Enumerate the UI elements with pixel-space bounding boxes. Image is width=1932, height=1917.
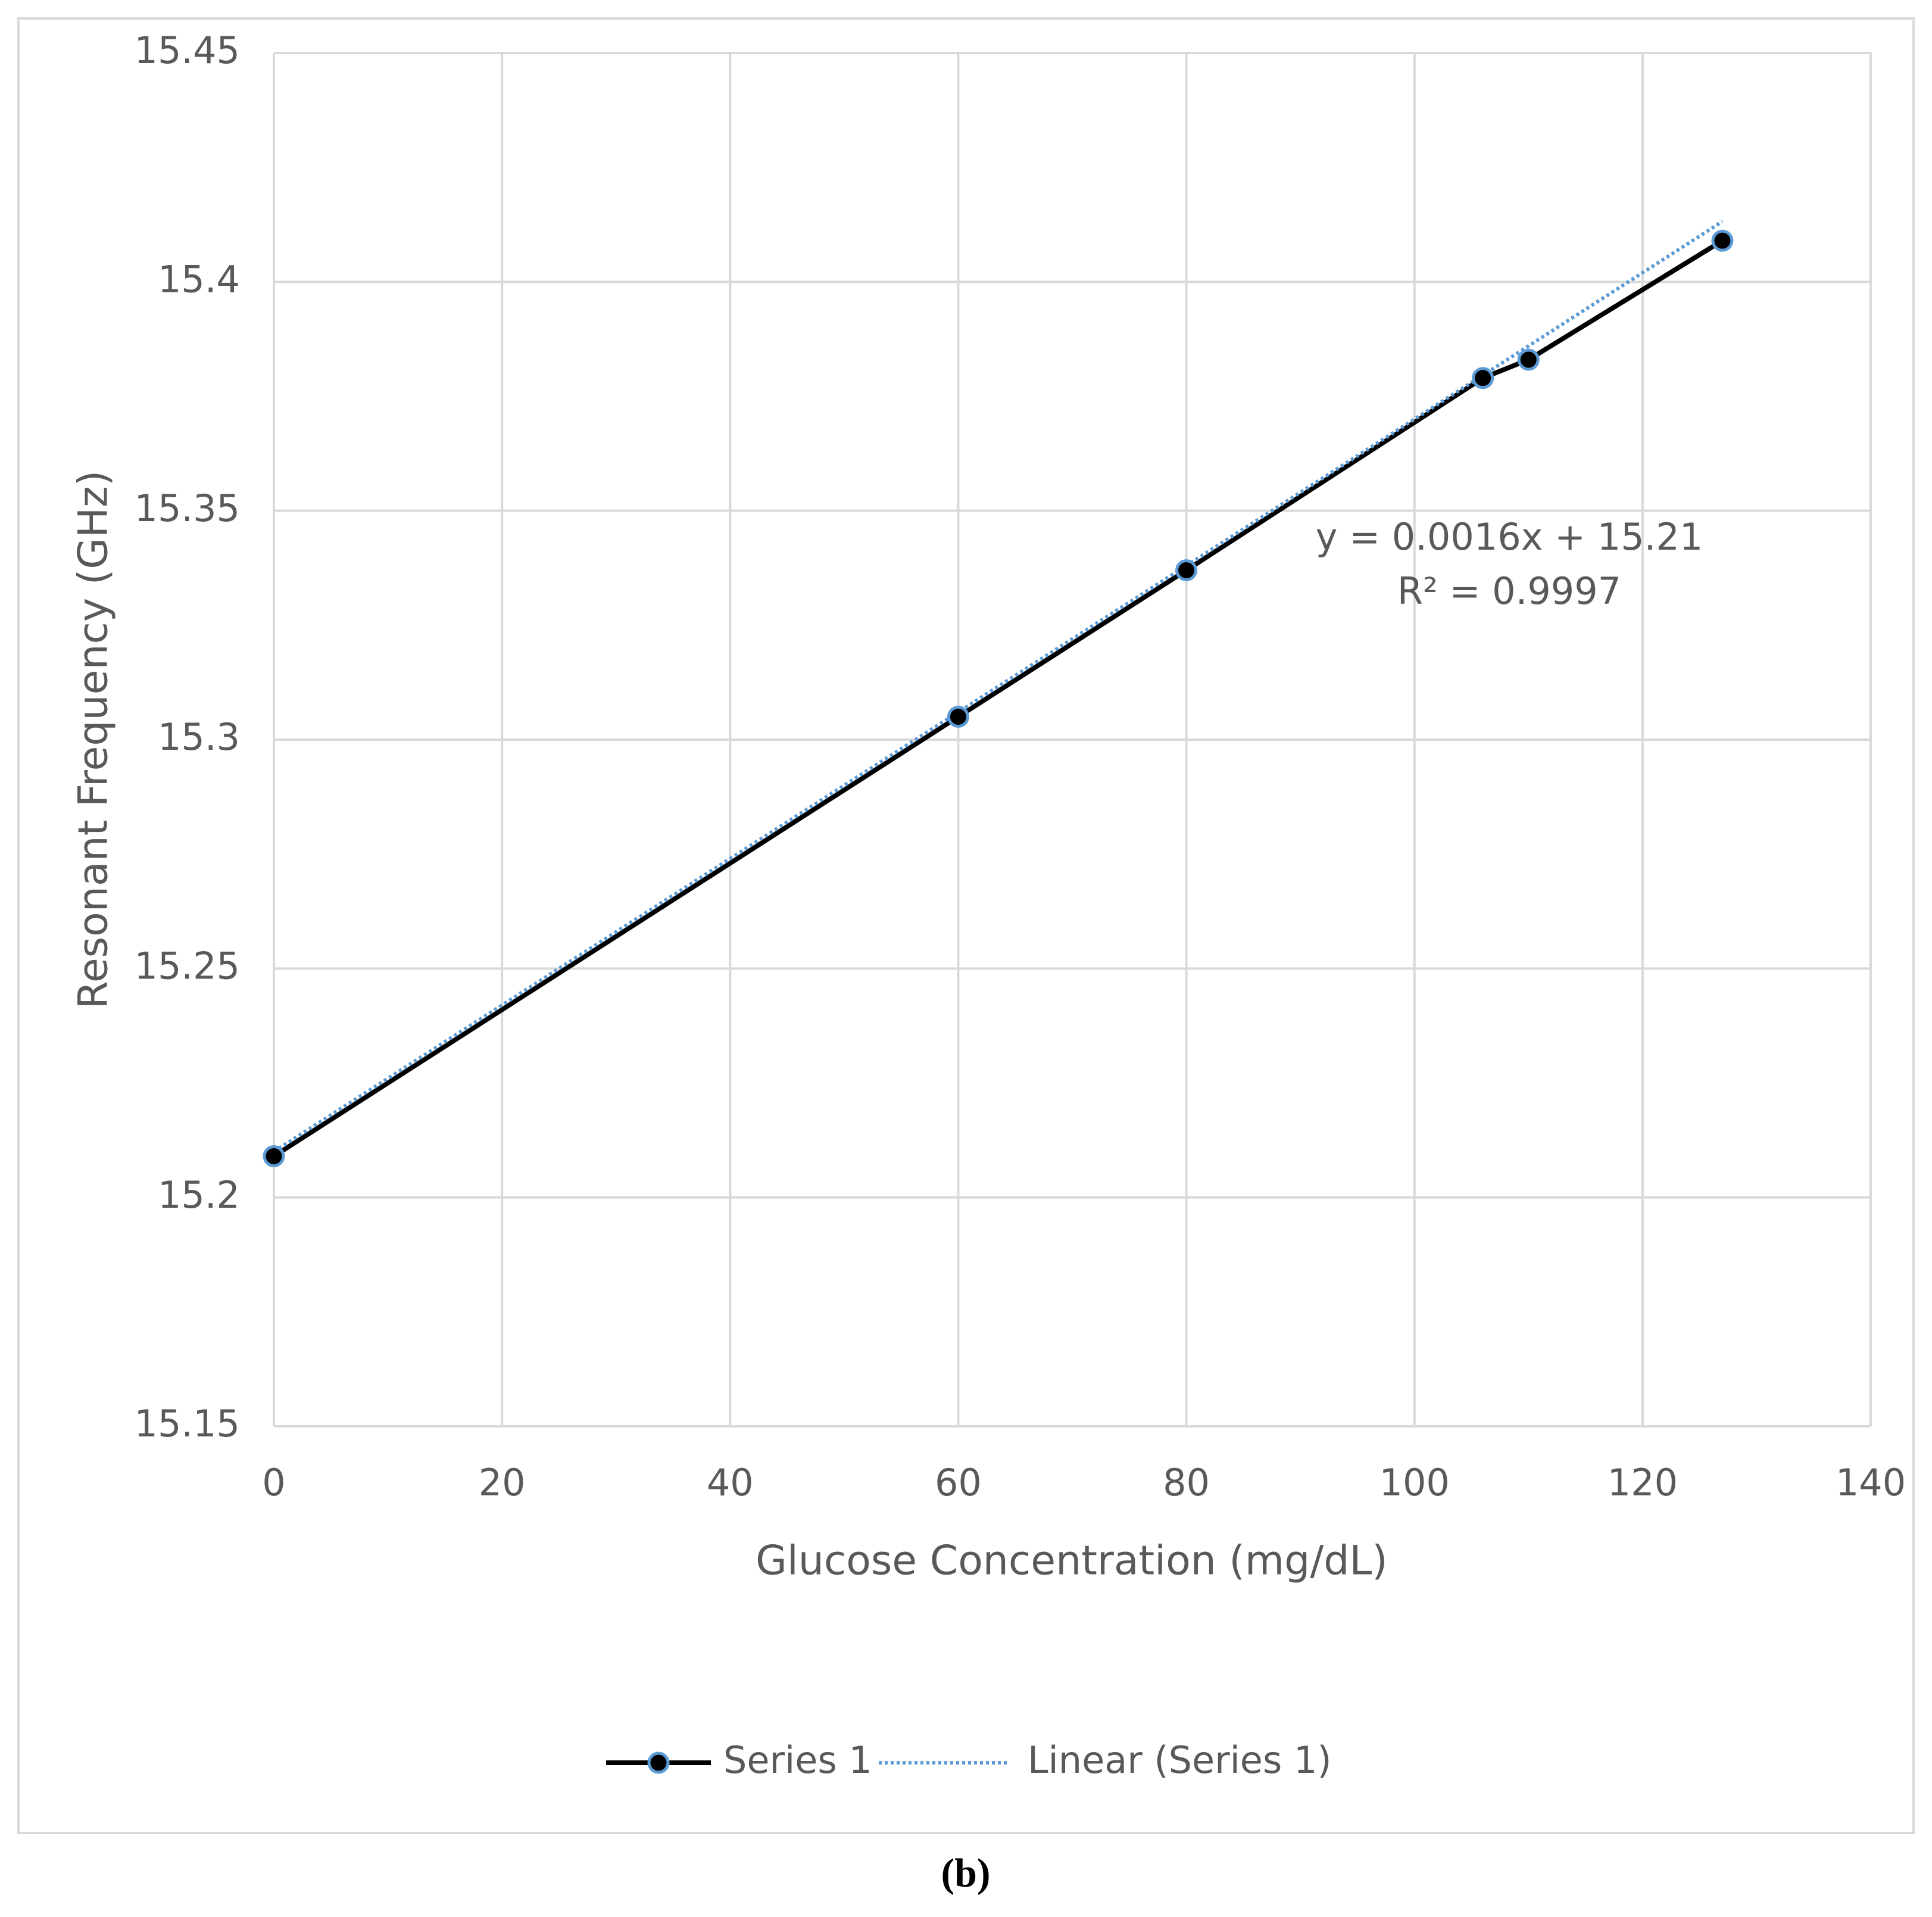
y-tick-label: 15.2 [158, 1173, 240, 1217]
data-point [1472, 367, 1494, 389]
y-tick-label: 15.45 [135, 29, 241, 72]
y-tick-label: 15.15 [135, 1402, 241, 1445]
data-point [1711, 229, 1734, 252]
legend-label: Series 1 [723, 1738, 872, 1782]
annotation: R² = 0.9997 [1397, 569, 1621, 613]
x-tick-label: 80 [1163, 1461, 1210, 1504]
x-tick-label: 120 [1608, 1461, 1678, 1504]
data-point [263, 1145, 285, 1167]
trendline [273, 220, 1724, 1154]
x-tick-label: 60 [935, 1461, 982, 1504]
legend-marker [647, 1751, 670, 1774]
data-point [1175, 559, 1198, 582]
y-tick-label: 15.4 [158, 257, 240, 301]
x-tick-label: 20 [479, 1461, 526, 1504]
chart-border [17, 17, 1915, 1834]
data-point [947, 706, 969, 728]
y-tick-label: 15.25 [135, 944, 241, 987]
y-tick-label: 15.35 [135, 487, 241, 530]
annotation: y = 0.0016x + 15.21 [1316, 515, 1703, 559]
legend-label: Linear (Series 1) [1028, 1738, 1332, 1782]
grid [273, 52, 1872, 1427]
x-tick-label: 40 [707, 1461, 754, 1504]
plot [263, 220, 1734, 1167]
x-tick-label: 0 [262, 1461, 285, 1504]
x-tick-label: 140 [1836, 1461, 1906, 1504]
x-axis-label: Glucose Concentration (mg/dL) [756, 1538, 1388, 1585]
series-line [272, 238, 1724, 1158]
y-axis-label: Resonant Frequency (GHz) [70, 470, 117, 1009]
y-tick-label: 15.3 [158, 715, 240, 759]
data-point [1517, 348, 1540, 371]
x-tick-label: 100 [1379, 1461, 1450, 1504]
caption: (b) [941, 1850, 990, 1896]
